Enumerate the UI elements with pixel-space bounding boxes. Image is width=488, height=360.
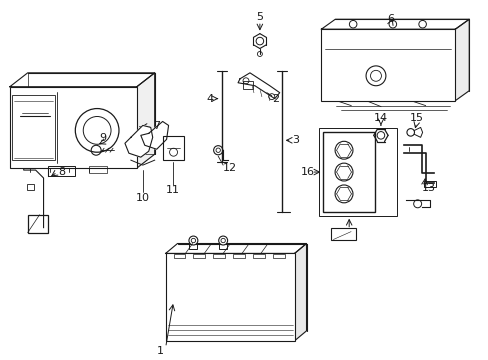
Text: 14: 14 (373, 113, 387, 123)
Bar (173, 255, 185, 258)
Polygon shape (294, 243, 306, 341)
Text: 11: 11 (165, 185, 179, 195)
Bar (319, 129, 396, 216)
Text: 5: 5 (256, 12, 263, 22)
Polygon shape (124, 125, 152, 157)
Bar (233, 255, 244, 258)
Text: 2: 2 (272, 94, 279, 104)
Polygon shape (238, 73, 279, 99)
Bar (252, 255, 264, 258)
Circle shape (218, 236, 227, 245)
Text: 12: 12 (223, 163, 237, 173)
Text: 1: 1 (157, 346, 164, 356)
Circle shape (334, 163, 352, 181)
Circle shape (366, 66, 385, 86)
Circle shape (75, 109, 119, 152)
Circle shape (188, 236, 198, 245)
Text: 9: 9 (100, 133, 106, 143)
Bar (331, 228, 355, 239)
Bar (165, 253, 294, 341)
Bar (27, 184, 34, 190)
Bar (243, 81, 252, 89)
Text: 10: 10 (136, 193, 149, 203)
Polygon shape (141, 121, 168, 149)
Bar (321, 29, 454, 100)
Bar (10, 87, 137, 168)
Bar (47, 166, 75, 176)
Bar (193, 255, 205, 258)
Bar (213, 255, 224, 258)
Text: 6: 6 (386, 14, 393, 24)
Text: 15: 15 (409, 113, 423, 123)
Text: 16: 16 (300, 167, 314, 177)
Bar (137, 130, 143, 146)
Text: 7: 7 (153, 121, 160, 131)
Polygon shape (165, 243, 306, 253)
Bar (323, 132, 374, 212)
Polygon shape (321, 19, 468, 29)
Bar (423, 181, 435, 187)
Polygon shape (137, 73, 154, 168)
Bar (12, 95, 55, 160)
Polygon shape (454, 19, 468, 100)
Text: 13: 13 (421, 183, 435, 193)
Circle shape (334, 141, 352, 159)
Polygon shape (10, 73, 154, 87)
Text: 8: 8 (58, 167, 65, 177)
Text: 4: 4 (206, 94, 213, 104)
Bar (272, 255, 284, 258)
Bar (89, 166, 107, 173)
Bar (189, 243, 197, 249)
Circle shape (334, 185, 352, 203)
Bar (28, 215, 47, 233)
Text: 3: 3 (291, 135, 299, 145)
Bar (219, 243, 226, 249)
Bar (163, 136, 184, 160)
